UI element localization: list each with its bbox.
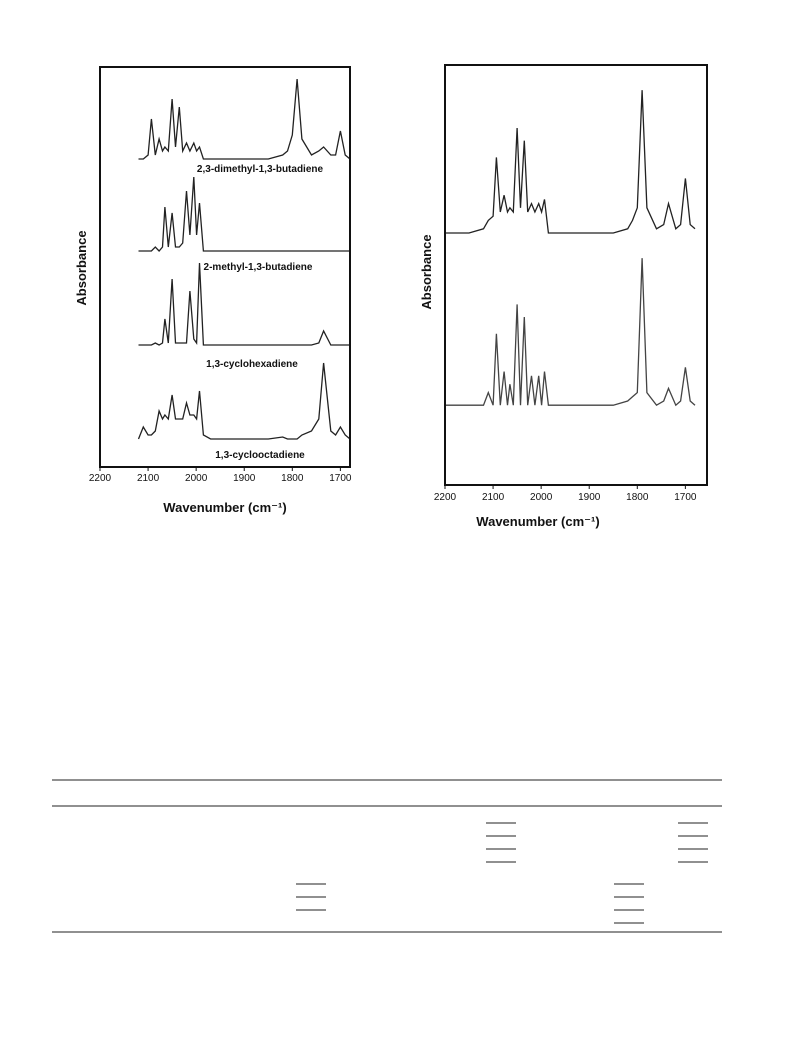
x-tick-label: 1900 (233, 473, 256, 484)
spectrum-line (445, 90, 696, 234)
trace-label: 1,3-cyclooctadiene (215, 450, 305, 461)
x-tick-label: 2100 (137, 473, 160, 484)
x-tick-label: 1800 (626, 492, 649, 503)
table-rules (52, 779, 722, 933)
spectrum-line (137, 362, 351, 440)
x-axis-label: Wavenumber (cm⁻¹) (476, 514, 599, 529)
plot-frame (99, 66, 351, 468)
x-tick-label: 2100 (482, 492, 505, 503)
x-tick-label: 2200 (434, 492, 457, 503)
y-axis-label: Absorbance (74, 230, 89, 305)
x-tick-label: 1700 (674, 492, 697, 503)
y-axis-label: Absorbance (419, 234, 434, 309)
x-tick-label: 1700 (329, 473, 352, 484)
x-tick-label: 2200 (89, 473, 112, 484)
spectrum-line (138, 78, 351, 160)
x-tick-label: 2000 (530, 492, 553, 503)
plot-frame (444, 64, 708, 486)
x-tick-label: 1900 (578, 492, 601, 503)
table-marks (296, 822, 708, 924)
spectrum-line (138, 176, 350, 252)
trace-label: 1,3-cyclohexadiene (206, 359, 298, 370)
x-axis-label: Wavenumber (cm⁻¹) (163, 500, 286, 515)
spectrum-line (445, 258, 696, 407)
spectrum-line (138, 262, 350, 346)
trace-label: 2,3-dimethyl-1,3-butadiene (197, 164, 324, 175)
trace-label: 2-methyl-1,3-butadiene (204, 262, 313, 273)
x-tick-label: 1800 (281, 473, 304, 484)
x-tick-label: 2000 (185, 473, 208, 484)
